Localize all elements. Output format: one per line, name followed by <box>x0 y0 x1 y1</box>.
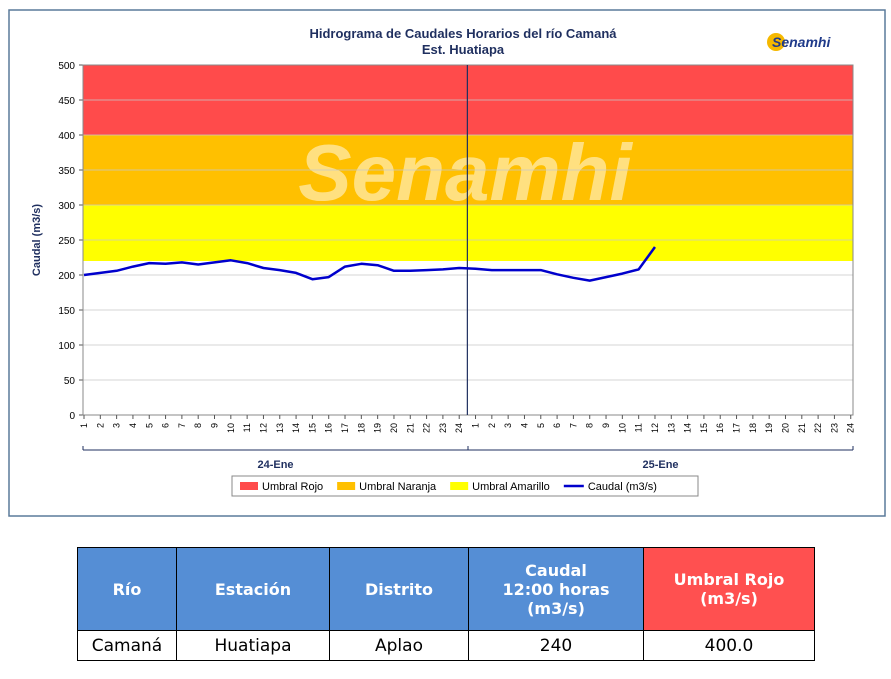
x-tick-label: 12 <box>258 423 268 433</box>
x-tick-label: 11 <box>242 423 252 432</box>
x-tick-label: 3 <box>503 423 513 428</box>
x-tick-label: 16 <box>324 423 334 433</box>
x-tick-label: 1 <box>471 423 481 428</box>
x-tick-label: 14 <box>683 423 693 433</box>
x-tick-label: 20 <box>389 423 399 433</box>
x-tick-label: 17 <box>732 423 742 433</box>
header-cell: Estación <box>176 547 330 631</box>
data-line <box>83 246 656 282</box>
x-tick-label: 19 <box>764 423 774 433</box>
x-tick-label: 13 <box>275 423 285 433</box>
y-tick-label: 300 <box>58 201 75 212</box>
table-header: Río Estación Distrito Caudal 12:00 horas… <box>77 547 815 631</box>
group-label: 25-Ene <box>642 459 678 471</box>
group-label: 24-Ene <box>257 459 293 471</box>
x-tick-label: 9 <box>601 423 611 428</box>
y-tick-label: 400 <box>58 131 75 142</box>
x-tick-label: 5 <box>144 423 154 428</box>
x-tick-label: 4 <box>128 423 138 428</box>
x-tick-label: 15 <box>307 423 317 433</box>
y-tick-label: 450 <box>58 96 75 107</box>
cell: Camaná <box>77 630 177 661</box>
x-tick-label: 16 <box>715 423 725 433</box>
legend-swatch <box>240 482 258 490</box>
legend-label: Caudal (m3/s) <box>588 481 657 493</box>
logo: Senamhi <box>772 34 831 50</box>
x-tick-label: 6 <box>161 423 171 428</box>
chart-subtitle: Est. Huatiapa <box>422 42 505 57</box>
cell: 240 <box>468 630 644 661</box>
x-tick-label: 12 <box>650 423 660 433</box>
x-tick-label: 18 <box>748 423 758 433</box>
x-tick-label: 2 <box>487 423 497 428</box>
x-tick-label: 5 <box>536 423 546 428</box>
x-tick-label: 1 <box>79 423 89 428</box>
x-tick-label: 11 <box>634 423 644 432</box>
y-tick-label: 150 <box>58 306 75 317</box>
x-tick-label: 10 <box>617 423 627 433</box>
x-tick-label: 9 <box>210 423 220 428</box>
x-tick-label: 17 <box>340 423 350 433</box>
x-tick-label: 2 <box>95 423 105 428</box>
y-tick-label: 50 <box>64 376 76 387</box>
legend-label: Umbral Naranja <box>359 481 437 493</box>
legend-label: Umbral Amarillo <box>472 481 550 493</box>
x-tick-label: 8 <box>193 423 203 428</box>
cell: Huatiapa <box>176 630 330 661</box>
x-tick-label: 4 <box>519 423 529 428</box>
chart: Hidrograma de Caudales Horarios del río … <box>8 9 886 517</box>
x-tick-label: 6 <box>552 423 562 428</box>
cell: 400.0 <box>643 630 815 661</box>
x-tick-label: 21 <box>405 423 415 433</box>
x-tick-label: 22 <box>813 423 823 433</box>
table-row: Camaná Huatiapa Aplao 240 400.0 <box>77 630 815 661</box>
logo-sun <box>767 33 785 51</box>
plot-border <box>82 64 854 416</box>
chart-title: Hidrograma de Caudales Horarios del río … <box>309 26 617 41</box>
legend-swatch <box>450 482 469 490</box>
x-tick-label: 18 <box>356 423 366 433</box>
x-tick-label: 22 <box>422 423 432 433</box>
y-tick-label: 0 <box>69 411 75 422</box>
legend-swatch <box>337 482 356 490</box>
x-tick-label: 15 <box>699 423 709 433</box>
y-tick-label: 500 <box>58 61 75 72</box>
y-tick-label: 100 <box>58 341 75 352</box>
x-tick-label: 7 <box>568 423 578 428</box>
x-tick-label: 24 <box>846 423 856 433</box>
header-cell: Distrito <box>329 547 469 631</box>
x-tick-label: 23 <box>438 423 448 433</box>
x-tick-label: 20 <box>780 423 790 433</box>
x-tick-label: 14 <box>291 423 301 433</box>
x-tick-label: 8 <box>585 423 595 428</box>
watermark: Senamhi <box>298 128 633 217</box>
x-tick-label: 3 <box>112 423 122 428</box>
x-tick-label: 23 <box>829 423 839 433</box>
header-cell: Umbral Rojo (m3/s) <box>643 547 815 631</box>
x-tick-label: 7 <box>177 423 187 428</box>
y-tick-label: 200 <box>58 271 75 282</box>
y-tick-label: 250 <box>58 236 75 247</box>
cell: Aplao <box>329 630 469 661</box>
x-tick-label: 10 <box>226 423 236 433</box>
x-tick-label: 24 <box>454 423 464 433</box>
x-tick-label: 19 <box>373 423 383 433</box>
header-cell: Caudal 12:00 horas (m3/s) <box>468 547 644 631</box>
header-cell: Río <box>77 547 177 631</box>
y-tick-label: 350 <box>58 166 75 177</box>
y-axis-label: Caudal (m3/s) <box>31 204 43 276</box>
legend-label: Umbral Rojo <box>262 481 323 493</box>
summary-table: Río Estación Distrito Caudal 12:00 horas… <box>77 547 815 661</box>
x-tick-label: 21 <box>797 423 807 433</box>
x-tick-label: 13 <box>666 423 676 433</box>
threshold-band <box>83 205 853 261</box>
